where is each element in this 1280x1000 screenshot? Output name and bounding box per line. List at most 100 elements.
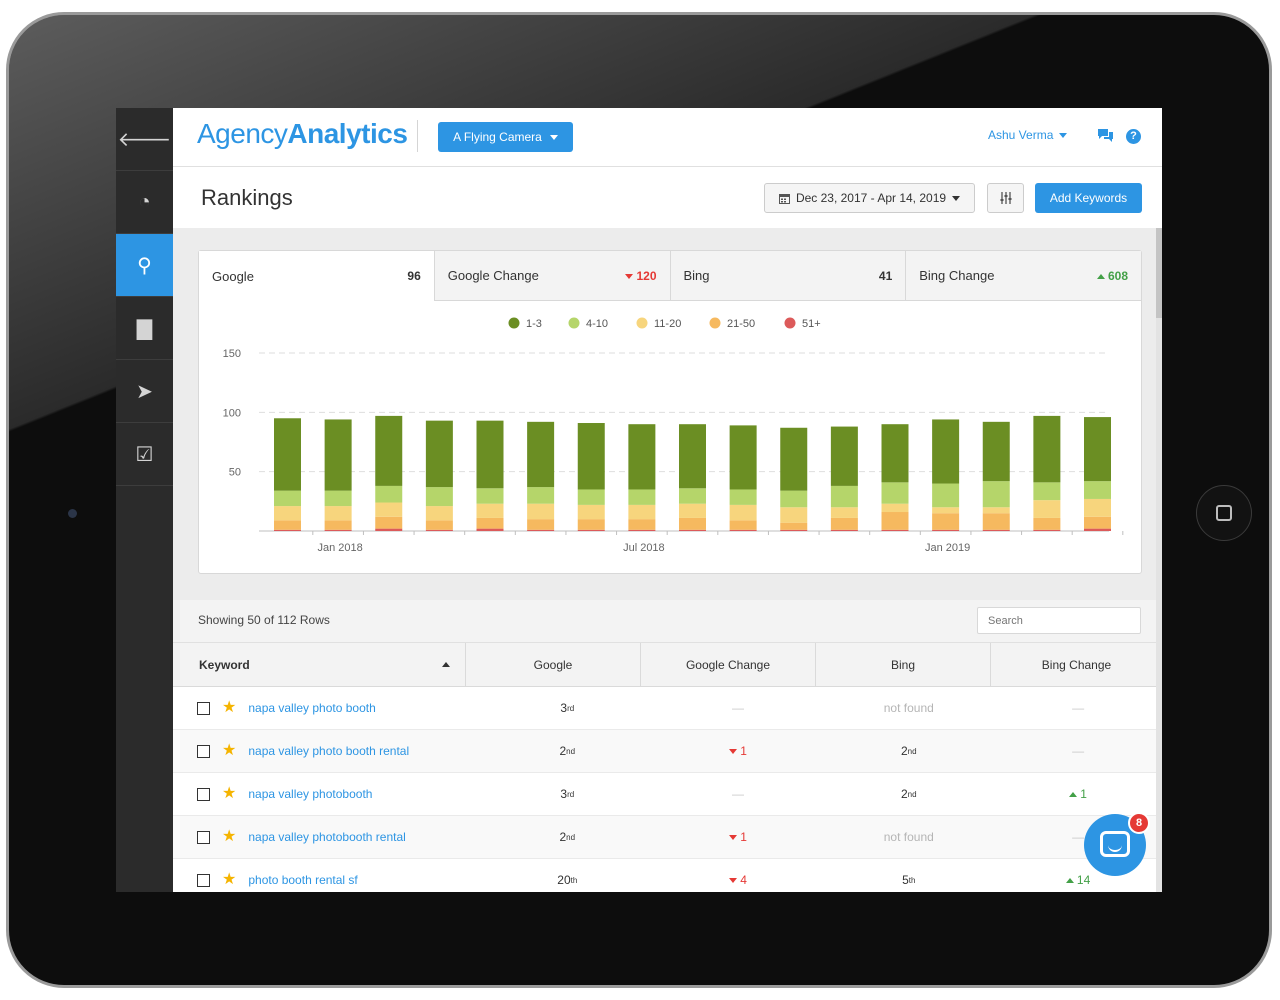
bar-segment-51+ bbox=[780, 529, 808, 531]
tab-value-text: 96 bbox=[407, 269, 421, 283]
star-icon[interactable]: ★ bbox=[222, 828, 237, 845]
app-logo[interactable]: AgencyAnalytics bbox=[197, 118, 408, 150]
row-checkbox[interactable] bbox=[197, 744, 210, 758]
bar-segment-51+ bbox=[375, 528, 403, 531]
bar-segment-21-50 bbox=[425, 520, 453, 530]
keyword-link[interactable]: napa valley photo booth bbox=[248, 701, 376, 715]
star-icon[interactable]: ★ bbox=[222, 785, 237, 802]
bar-segment-51+ bbox=[274, 529, 301, 531]
legend-item: 1-3 bbox=[508, 317, 542, 330]
bar-segment-51+ bbox=[881, 529, 909, 531]
star-icon[interactable]: ★ bbox=[222, 699, 237, 716]
bar-segment-1-3 bbox=[830, 426, 858, 486]
caret-down-icon bbox=[549, 134, 558, 140]
change-text: — bbox=[1072, 701, 1085, 715]
change-text: — bbox=[732, 701, 745, 715]
change-value: — bbox=[1072, 830, 1084, 844]
bar-segment-21-50 bbox=[982, 513, 1010, 530]
bar-segment-4-10 bbox=[1084, 481, 1111, 499]
logo-bold-text: Analytics bbox=[287, 118, 408, 149]
bar-segment-1-3 bbox=[1084, 417, 1111, 482]
rank-ordinal-suffix: rd bbox=[567, 789, 575, 799]
bar-segment-4-10 bbox=[729, 489, 757, 505]
keyword-link[interactable]: napa valley photo booth rental bbox=[248, 744, 410, 758]
scrollbar-track[interactable] bbox=[1156, 228, 1162, 892]
x-tick-label: Jan 2019 bbox=[925, 542, 970, 554]
y-tick-label: 50 bbox=[229, 467, 241, 479]
bar-segment-11-20 bbox=[628, 504, 656, 520]
rank-value: 5 bbox=[902, 873, 909, 887]
column-filter-button[interactable] bbox=[987, 183, 1024, 213]
row-checkbox[interactable] bbox=[197, 787, 210, 801]
table-search-input[interactable] bbox=[977, 607, 1141, 634]
column-header-keyword[interactable]: Keyword bbox=[173, 643, 465, 686]
scrollbar-thumb[interactable] bbox=[1156, 228, 1162, 318]
tablet-home-button[interactable] bbox=[1196, 485, 1252, 541]
keyword-link[interactable]: napa valley photobooth bbox=[248, 787, 373, 801]
sidebar-item-rankings[interactable]: ⚲ bbox=[116, 234, 173, 297]
client-selector-button[interactable]: A Flying Camera bbox=[438, 122, 573, 152]
sidebar: 🡐 ◔ ⚲ ▇ ➤ ☑ bbox=[116, 108, 173, 892]
bar-segment-51+ bbox=[1033, 529, 1061, 531]
star-icon[interactable]: ★ bbox=[222, 742, 237, 759]
column-header-label: Google Change bbox=[685, 657, 771, 672]
x-tick-label: Jul 2018 bbox=[623, 542, 665, 554]
bar-segment-51+ bbox=[729, 529, 757, 531]
star-icon[interactable]: ★ bbox=[222, 871, 237, 888]
tab-google-change[interactable]: Google Change 120 bbox=[434, 251, 671, 301]
bar-segment-21-50 bbox=[628, 519, 656, 530]
bar-segment-21-50 bbox=[375, 516, 403, 529]
bar-segment-21-50 bbox=[476, 517, 504, 529]
table-header: Keyword Google Google Change Bing Bing Chang… bbox=[173, 643, 1162, 687]
cell-bing-change: — bbox=[994, 730, 1162, 772]
row-checkbox[interactable] bbox=[197, 701, 210, 715]
column-header-bing[interactable]: Bing bbox=[815, 643, 990, 686]
tab-google[interactable]: Google 96 bbox=[199, 251, 435, 301]
bar-segment-4-10 bbox=[830, 485, 858, 508]
keyword-link[interactable]: photo booth rental sf bbox=[248, 873, 358, 887]
sidebar-item-dashboard[interactable]: ◔ bbox=[116, 171, 173, 234]
tab-bing-change[interactable]: Bing Change 608 bbox=[906, 251, 1141, 301]
rank-ordinal-suffix: nd bbox=[566, 746, 576, 756]
up-triangle-icon bbox=[1069, 792, 1078, 797]
bar-segment-21-50 bbox=[780, 522, 808, 530]
chat-icon[interactable] bbox=[1097, 128, 1114, 146]
rank-value: 2 bbox=[900, 744, 908, 758]
change-value: 1 bbox=[1069, 787, 1087, 801]
paper-plane-icon: ➤ bbox=[136, 380, 153, 403]
date-range-button[interactable]: Dec 23, 2017 - Apr 14, 2019 bbox=[764, 183, 975, 213]
sidebar-item-back[interactable]: 🡐 bbox=[116, 108, 173, 171]
up-triangle-icon bbox=[1096, 273, 1105, 279]
help-icon[interactable]: ? bbox=[1126, 129, 1141, 144]
change-text: 4 bbox=[740, 873, 747, 887]
row-checkbox[interactable] bbox=[197, 830, 210, 844]
bar-segment-51+ bbox=[982, 529, 1010, 531]
column-header-bing-change[interactable]: Bing Change bbox=[990, 643, 1162, 686]
sidebar-item-tasks[interactable]: ☑ bbox=[116, 423, 173, 486]
bar-segment-51+ bbox=[577, 529, 605, 531]
sidebar-item-reports[interactable]: ▇ bbox=[116, 297, 173, 360]
bar-segment-11-20 bbox=[375, 502, 403, 517]
page-title: Rankings bbox=[201, 185, 293, 210]
row-checkbox[interactable] bbox=[197, 873, 210, 887]
sidebar-item-campaigns[interactable]: ➤ bbox=[116, 360, 173, 423]
change-text: 1 bbox=[740, 830, 747, 844]
search-icon: ⚲ bbox=[137, 254, 152, 277]
change-value: — bbox=[732, 787, 744, 801]
change-value: — bbox=[1072, 701, 1084, 715]
tab-value-text: 120 bbox=[636, 268, 657, 283]
bar-segment-11-20 bbox=[1033, 500, 1061, 518]
column-header-google-change[interactable]: Google Change bbox=[640, 643, 815, 686]
user-menu[interactable]: Ashu Verma bbox=[988, 128, 1068, 142]
add-keywords-button[interactable]: Add Keywords bbox=[1035, 183, 1142, 213]
clipboard-check-icon: ☑ bbox=[135, 443, 154, 466]
bar-segment-21-50 bbox=[577, 519, 605, 530]
tab-bing[interactable]: Bing 41 bbox=[670, 251, 907, 301]
bar-segment-11-20 bbox=[780, 507, 808, 523]
keyword-link[interactable]: napa valley photobooth rental bbox=[248, 830, 406, 844]
bar-segment-11-20 bbox=[476, 503, 504, 518]
down-triangle-icon bbox=[729, 878, 738, 883]
bar-segment-1-3 bbox=[780, 427, 808, 491]
column-header-google[interactable]: Google bbox=[465, 643, 640, 686]
